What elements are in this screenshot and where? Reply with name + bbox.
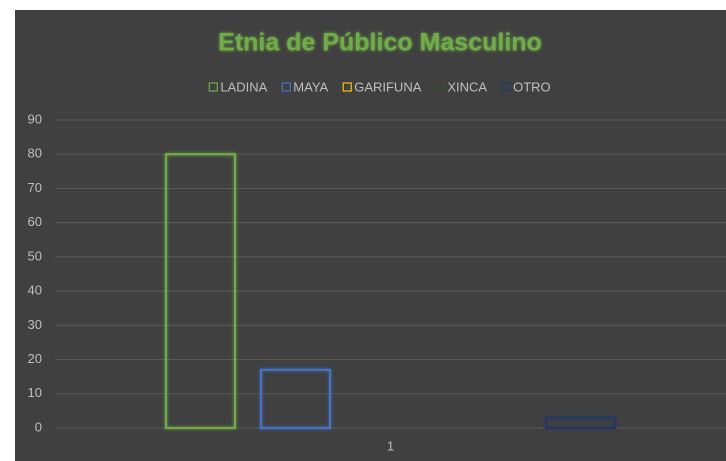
y-tick-label: 0 xyxy=(35,419,42,434)
y-tick-label: 90 xyxy=(28,111,42,126)
y-tick-label: 30 xyxy=(28,317,42,332)
legend-marker xyxy=(342,82,352,92)
legend-marker xyxy=(208,82,218,92)
y-tick-label: 50 xyxy=(28,248,42,263)
bar xyxy=(260,368,331,430)
y-tick-label: 70 xyxy=(28,180,42,195)
chart-title: Etnia de Público Masculino xyxy=(218,29,542,57)
legend-label: LADINA xyxy=(220,79,267,94)
y-tick-label: 10 xyxy=(28,385,42,400)
x-tick-label: 1 xyxy=(387,438,394,453)
bar xyxy=(545,416,616,430)
y-tick-label: 20 xyxy=(28,351,42,366)
legend-label: XINCA xyxy=(447,79,487,94)
chart-background xyxy=(15,10,726,461)
legend-label: OTRO xyxy=(513,79,551,94)
bar xyxy=(165,153,236,429)
y-tick-label: 80 xyxy=(28,146,42,161)
legend-marker xyxy=(501,82,511,92)
legend-marker xyxy=(281,82,291,92)
legend-marker xyxy=(435,82,445,92)
legend-label: GARIFUNA xyxy=(354,79,422,94)
y-tick-label: 60 xyxy=(28,214,42,229)
legend-label: MAYA xyxy=(293,79,328,94)
y-tick-label: 40 xyxy=(28,283,42,298)
